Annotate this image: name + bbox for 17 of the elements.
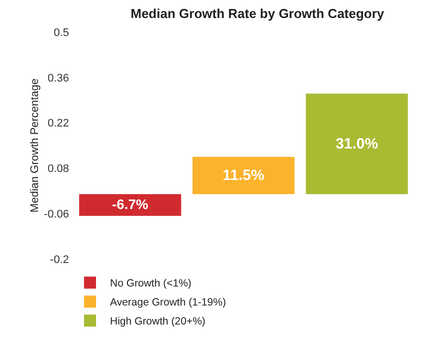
legend-label: High Growth (20+%) <box>110 316 206 328</box>
bar <box>192 156 295 194</box>
data-label: -6.7% <box>112 196 148 212</box>
bar <box>306 94 408 194</box>
bar <box>79 194 182 216</box>
legend-label: Average Growth (1-19%) <box>110 296 226 309</box>
chart-title: Median Growth Rate by Growth Category <box>130 6 385 21</box>
y-tick-label: -0.2 <box>50 254 69 266</box>
y-tick-label: 0.5 <box>54 26 69 39</box>
data-label: 11.5% <box>222 166 264 184</box>
y-tick-label: 0.08 <box>48 163 69 176</box>
y-axis-title: Median Growth Percentage <box>29 78 41 212</box>
legend-label: No Growth (<1%) <box>110 278 192 290</box>
y-tick-label: 0.36 <box>48 72 69 84</box>
y-tick-label: -0.06 <box>44 208 69 220</box>
y-tick-label: 0.22 <box>48 118 69 130</box>
data-label: 31.0% <box>336 135 378 152</box>
